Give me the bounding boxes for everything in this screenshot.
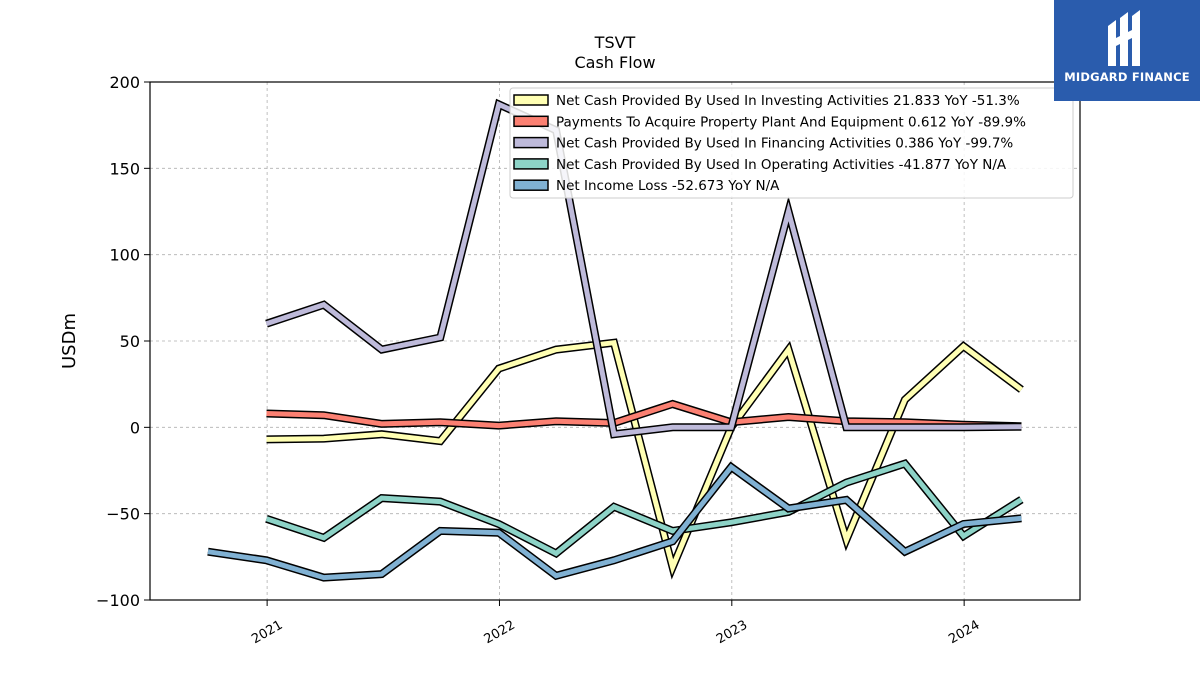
legend-entry: Net Cash Provided By Used In Financing A… (556, 136, 1013, 152)
series-line (266, 401, 1022, 429)
legend-swatch (513, 136, 549, 149)
y-tick-label: −100 (96, 591, 140, 610)
y-tick-label: 150 (109, 159, 140, 178)
y-tick-label: −50 (106, 505, 140, 524)
series-1 (266, 338, 1024, 580)
series-line (266, 339, 1023, 575)
x-tick-label: 2021 (249, 618, 285, 648)
legend-swatch (513, 115, 549, 128)
legend-entry: Net Cash Provided By Used In Operating A… (556, 157, 1007, 173)
series-line-outline (265, 458, 1024, 559)
legend-swatch (513, 179, 549, 191)
legend-entry: Net Income Loss -52.673 YoY N/A (556, 178, 780, 194)
series-4 (265, 458, 1024, 559)
y-tick-label: 200 (109, 73, 140, 92)
legend: Net Cash Provided By Used In Investing A… (509, 87, 1074, 199)
brand-logo: MIDGARD FINANCE (1054, 0, 1200, 101)
y-axis-ticks: −100 −50 0 50 100 150 200 (96, 73, 150, 610)
legend-entry: Net Cash Provided By Used In Investing A… (556, 93, 1020, 109)
series-2 (266, 399, 1022, 431)
midgard-logo-icon (1108, 10, 1140, 66)
x-tick-label: 2022 (482, 618, 518, 648)
series-3 (265, 98, 1022, 439)
chart-title: TSVT (594, 33, 636, 52)
y-tick-label: 100 (109, 246, 140, 265)
y-axis-label: USDm (59, 313, 80, 369)
brand-name: MIDGARD FINANCE (1064, 70, 1190, 84)
y-tick-label: 50 (120, 332, 140, 351)
series-5 (207, 461, 1022, 582)
legend-swatch (513, 94, 549, 106)
legend-box (509, 87, 1074, 199)
y-tick-label: 0 (130, 418, 140, 437)
x-tick-label: 2023 (714, 618, 750, 648)
series-line (207, 463, 1022, 581)
legend-entry: Payments To Acquire Property Plant And E… (556, 114, 1026, 130)
series-line (265, 100, 1022, 437)
series-lines (207, 98, 1024, 582)
legend-swatch (513, 158, 549, 170)
x-tick-label: 2024 (946, 618, 982, 648)
series-line (265, 460, 1023, 557)
x-axis-ticks: 2021 2022 2023 2024 (249, 600, 982, 647)
chart-subtitle: Cash Flow (574, 53, 655, 72)
